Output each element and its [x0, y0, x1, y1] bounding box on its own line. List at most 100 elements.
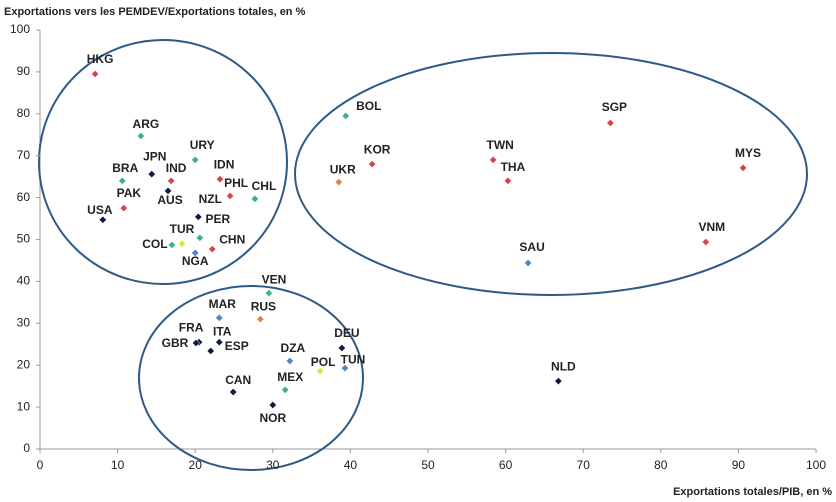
point-label: MAR [209, 297, 237, 311]
data-point [215, 313, 224, 322]
point-label: PER [206, 212, 231, 226]
y-tick-label: 10 [17, 399, 31, 413]
point-label: THA [501, 160, 526, 174]
data-point [194, 212, 203, 221]
data-point [256, 315, 265, 324]
data-point [98, 215, 107, 224]
data-point [229, 388, 238, 396]
point-label: UKR [330, 162, 356, 176]
data-point [316, 367, 325, 376]
data-point [167, 176, 176, 185]
x-tick-label: 0 [37, 458, 44, 472]
x-tick-label: 100 [806, 458, 826, 472]
y-tick-label: 70 [17, 148, 31, 162]
data-point [268, 401, 277, 409]
point-label: NGA [182, 254, 209, 268]
y-tick-label: 90 [17, 64, 31, 78]
y-tick-label: 0 [23, 441, 30, 455]
data-point [208, 245, 217, 254]
x-tick-label: 30 [266, 458, 280, 472]
group-ellipse [38, 39, 288, 285]
point-label: BOL [356, 99, 381, 113]
point-label: MYS [735, 146, 761, 160]
data-point [264, 289, 273, 298]
point-label: GBR [162, 336, 189, 350]
data-point [164, 186, 172, 195]
point-label: CHN [219, 232, 245, 246]
group-ellipse [138, 285, 364, 471]
data-point [524, 259, 533, 267]
point-label: MEX [277, 370, 303, 384]
data-point [739, 163, 748, 172]
y-tick-label: 40 [17, 274, 31, 288]
point-label: COL [142, 237, 167, 251]
data-point [226, 191, 235, 200]
data-point [195, 233, 204, 242]
point-label: PHL [224, 176, 248, 190]
x-tick-label: 80 [654, 458, 668, 472]
point-label: ARG [133, 117, 160, 131]
point-label: USA [87, 203, 113, 217]
data-point [216, 175, 224, 184]
y-tick-label: 30 [17, 315, 31, 329]
point-label: IND [166, 161, 187, 175]
point-label: FRA [179, 320, 204, 334]
point-label: POL [311, 355, 336, 369]
point-label: TUN [341, 352, 366, 366]
point-label: BRA [112, 161, 138, 175]
data-point [701, 238, 710, 246]
data-point [206, 347, 215, 355]
y-tick-label: 50 [17, 232, 31, 246]
point-label: DZA [281, 341, 306, 355]
y-tick-label: 100 [10, 22, 30, 36]
y-axis-title: Exportations vers les PEMDEV/Exportation… [4, 6, 306, 18]
data-point [167, 240, 176, 249]
data-point [285, 357, 294, 365]
data-point [341, 111, 350, 120]
data-point [191, 155, 200, 164]
x-tick-label: 90 [732, 458, 746, 472]
x-tick-label: 50 [421, 458, 435, 472]
point-label: HKG [87, 52, 114, 66]
point-label: IDN [214, 157, 235, 171]
point-label: VNM [698, 220, 725, 234]
x-tick-label: 60 [499, 458, 513, 472]
point-label: ITA [213, 324, 232, 338]
x-axis-title: Exportations totales/PIB, en % [673, 486, 832, 498]
data-point [91, 70, 100, 78]
data-point [147, 170, 156, 179]
y-tick-label: 80 [17, 106, 31, 120]
point-label: JPN [143, 149, 166, 163]
point-label: CAN [225, 373, 251, 387]
data-point [178, 239, 186, 248]
y-tick-label: 20 [17, 357, 31, 371]
data-point [281, 385, 290, 394]
data-point [192, 339, 200, 347]
data-point [606, 119, 615, 127]
data-point [337, 344, 346, 352]
y-tick-label: 60 [17, 190, 31, 204]
data-point [215, 338, 224, 347]
x-tick-label: 10 [111, 458, 125, 472]
data-point [554, 377, 563, 386]
point-label: KOR [364, 142, 391, 156]
point-label: ESP [225, 339, 249, 353]
point-label: PAK [117, 186, 142, 200]
point-label: VEN [262, 272, 287, 286]
data-point [136, 132, 145, 140]
point-label: TWN [487, 138, 514, 152]
x-tick-label: 20 [189, 458, 203, 472]
point-label: NLD [551, 359, 576, 373]
point-label: RUS [251, 299, 276, 313]
x-tick-label: 70 [577, 458, 591, 472]
point-label: CHL [252, 179, 277, 193]
point-label: SAU [519, 240, 544, 254]
data-point [368, 160, 377, 169]
point-label: AUS [157, 193, 182, 207]
data-point [118, 176, 127, 185]
data-point [191, 248, 200, 257]
data-point [503, 176, 512, 185]
point-label: URY [190, 138, 215, 152]
data-point [250, 194, 259, 203]
